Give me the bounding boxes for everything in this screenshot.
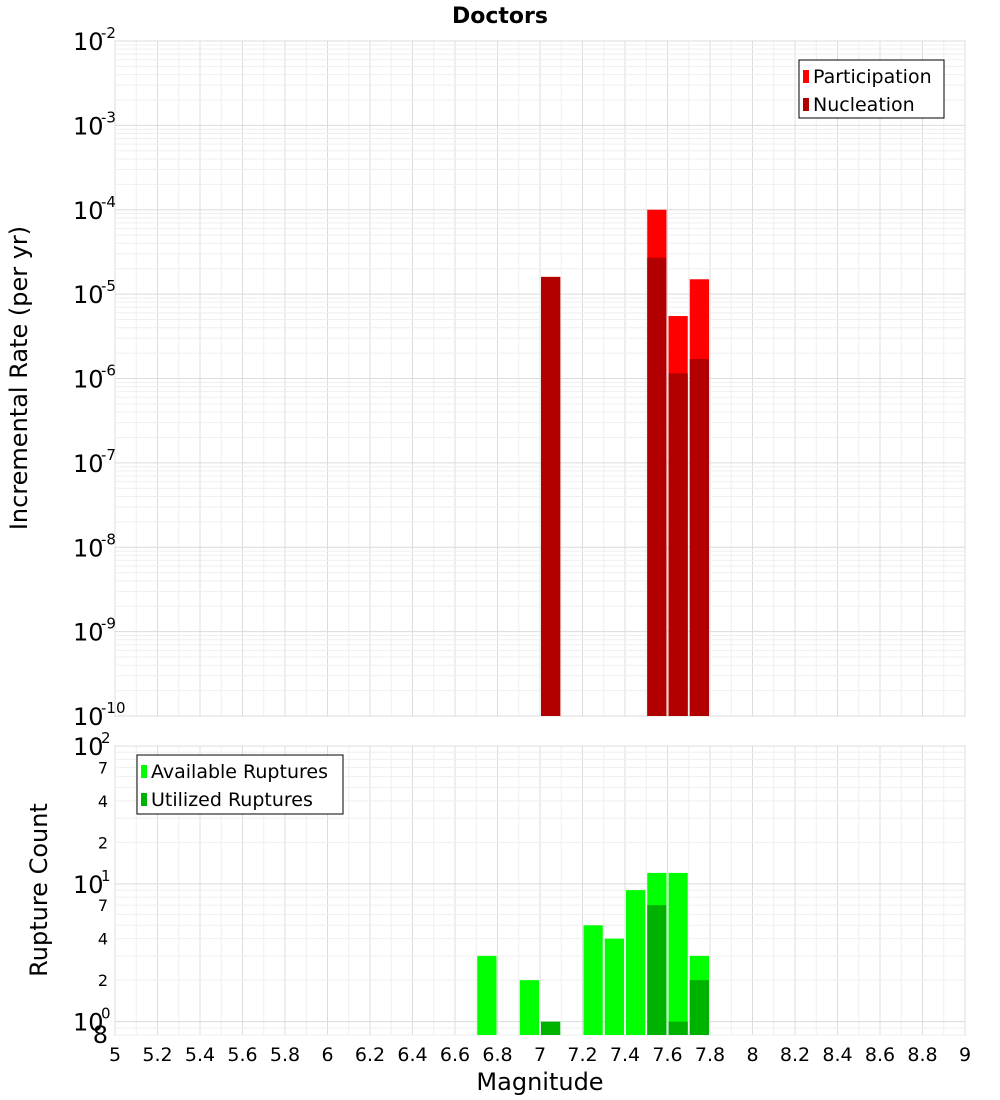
rate-legend-label: Nucleation [813, 94, 915, 116]
rate-y-tick-exponent: -10 [101, 699, 126, 717]
rate-y-tick-label: 10 [73, 197, 104, 225]
count-y-axis-label: Rupture Count [25, 803, 53, 977]
x-tick-label: 8.6 [865, 1044, 895, 1066]
count-y-tick-exponent: 2 [101, 729, 111, 747]
x-tick-label: 8.8 [907, 1044, 937, 1066]
rate-y-tick-exponent: -9 [101, 615, 116, 633]
rate-y-tick-exponent: -2 [101, 24, 116, 42]
rate-y-tick-label: 10 [73, 534, 104, 562]
x-tick-label: 6.8 [482, 1044, 512, 1066]
x-tick-label: 6.4 [397, 1044, 427, 1066]
rate-legend-swatch [803, 70, 809, 83]
rate-y-tick-label: 10 [73, 703, 104, 731]
count-y-minor-tick-label: 4 [98, 930, 108, 949]
count-y-minor-tick-label: 8 [93, 1021, 108, 1049]
x-tick-label: 5.4 [185, 1044, 215, 1066]
rate-bar-b [668, 373, 688, 716]
x-tick-label: 5 [109, 1044, 121, 1066]
x-tick-label: 7.4 [610, 1044, 640, 1066]
x-axis-label: Magnitude [476, 1068, 603, 1096]
count-bar-b [668, 1021, 688, 1035]
rate-y-tick-label: 10 [73, 619, 104, 647]
rate-y-tick-label: 10 [73, 450, 104, 478]
rate-y-tick-exponent: -8 [101, 530, 116, 548]
x-tick-label: 6.2 [355, 1044, 385, 1066]
rate-bar-b [689, 359, 709, 716]
rate-legend-box [798, 59, 945, 119]
count-bar-a [668, 872, 688, 1035]
count-bar-a [604, 938, 624, 1035]
rate-bar-b [541, 276, 561, 716]
count-legend-label: Utilized Ruptures [151, 789, 313, 811]
x-tick-label: 8.4 [822, 1044, 852, 1066]
count-x-ticks: 5 5.2 5.4 5.6 5.8 6 6.2 6.4 6.6 6.8 7 7.2 7.4 7.6 7.8 8… [109, 1044, 971, 1066]
rate-y-tick-exponent: -4 [101, 193, 116, 211]
count-grid [114, 745, 966, 1036]
count-legend: Available Ruptures Utilized Ruptures [136, 754, 344, 815]
count-bar-a [477, 955, 497, 1035]
rate-y-tick-label: 10 [73, 28, 104, 56]
count-y-minor-tick-label: 7 [98, 896, 108, 915]
x-tick-label: 8.2 [780, 1044, 810, 1066]
count-bar-a [519, 980, 539, 1035]
chart-title: Doctors [452, 4, 548, 29]
rate-y-tick-exponent: -6 [101, 362, 116, 380]
x-tick-label: 5.2 [142, 1044, 172, 1066]
rate-y-tick-label: 10 [73, 366, 104, 394]
count-y-tick-exponent: 0 [101, 1005, 111, 1023]
count-bar-b [647, 905, 667, 1035]
count-legend-swatch [141, 765, 147, 778]
count-y-minor-tick-label: 2 [98, 971, 108, 990]
count-y-tick-label: 10 [73, 871, 104, 899]
count-legend-swatch [141, 793, 147, 806]
x-tick-label: 7 [534, 1044, 546, 1066]
count-y-minor-tick-label: 4 [98, 792, 108, 811]
count-y-minor-tick-label: 2 [98, 833, 108, 852]
x-tick-label: 8 [746, 1044, 758, 1066]
x-tick-label: 5.6 [227, 1044, 257, 1066]
count-y-minor-tick-label: 7 [98, 758, 108, 777]
x-tick-label: 7.6 [652, 1044, 682, 1066]
count-bar-a [626, 890, 646, 1035]
x-tick-label: 7.8 [695, 1044, 725, 1066]
rate-grid [114, 40, 966, 717]
count-bars [477, 872, 709, 1035]
count-bar-a [583, 925, 603, 1035]
count-legend-label: Available Ruptures [151, 761, 328, 783]
x-tick-label: 6.6 [440, 1044, 470, 1066]
x-tick-label: 6 [321, 1044, 333, 1066]
count-y-tick-label: 10 [73, 733, 104, 761]
count-bar-b [689, 980, 709, 1035]
rate-y-tick-exponent: -3 [101, 108, 116, 126]
x-tick-label: 9 [959, 1044, 971, 1066]
rate-legend-swatch [803, 98, 809, 111]
x-tick-label: 5.8 [270, 1044, 300, 1066]
rate-legend-label: Participation [813, 66, 932, 88]
count-y-tick-label: 10 [73, 1009, 104, 1037]
x-tick-label: 7.2 [567, 1044, 597, 1066]
rate-bars [541, 209, 709, 716]
rate-y-tick-label: 10 [73, 281, 104, 309]
count-y-tick-exponent: 1 [101, 867, 111, 885]
rate-legend: Participation Nucleation [798, 59, 945, 119]
count-legend-box [136, 754, 344, 815]
count-bar-b [541, 1021, 561, 1035]
rate-y-tick-exponent: -7 [101, 446, 116, 464]
rate-y-tick-label: 10 [73, 112, 104, 140]
rate-y-tick-exponent: -5 [101, 277, 116, 295]
rate-y-axis-label: Incremental Rate (per yr) [5, 226, 33, 530]
rate-bar-b [647, 257, 667, 716]
